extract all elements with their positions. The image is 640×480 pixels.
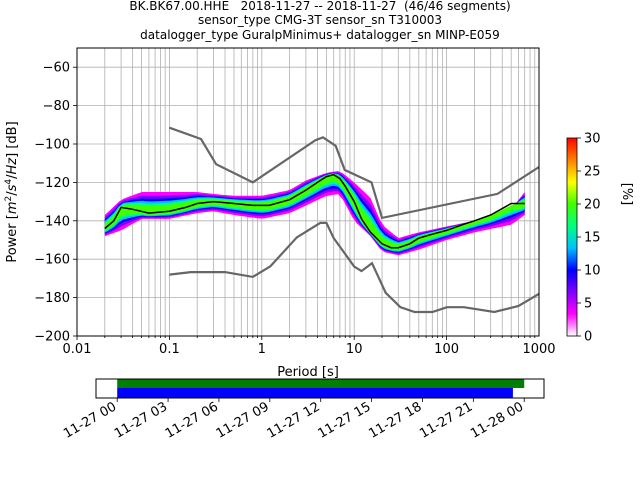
timeline-tick-label: 11-27 15 [315, 399, 373, 441]
y-tick-label: −160 [34, 253, 70, 268]
mode-curve [104, 173, 525, 249]
colorbar: 0 5 10 15 20 25 30 [%] [566, 132, 634, 345]
y-tick-label: −120 [34, 176, 70, 191]
low-noise-model [169, 221, 539, 314]
title-line-1: BK.BK67.00.HHE 2018-11-27 -- 2018-11-27 … [129, 0, 511, 13]
x-tick-label: 1000 [522, 342, 555, 357]
colorbar-tick-label: 10 [584, 264, 601, 279]
density-band-layer-1 [104, 172, 525, 254]
x-tick-label: 0.01 [63, 342, 92, 357]
y-tick-label: −80 [43, 99, 70, 114]
colorbar-tick-label: 0 [584, 330, 592, 345]
timeline-tick-label: 11-27 21 [417, 399, 475, 441]
timeline-tick-label: 11-27 03 [112, 399, 170, 441]
timeline-tick-label: 11-27 18 [366, 399, 424, 441]
coverage-bar-blue [117, 388, 513, 398]
colorbar-tick-label: 5 [584, 297, 592, 312]
colorbar-label: [%] [619, 183, 634, 206]
timeline-tick-label: 11-27 09 [214, 399, 272, 441]
timeline-tick-label: 11-27 12 [265, 399, 323, 441]
coverage-bar-green [117, 379, 525, 388]
plot-frame [76, 47, 540, 337]
title-line-2: sensor_type CMG-3T sensor_sn T310003 [197, 13, 443, 27]
colorbar-gradient [566, 137, 578, 337]
colorbar-tick-label: 15 [584, 231, 601, 246]
colorbar-tick-label: 20 [584, 198, 601, 213]
colorbar-tick-label: 30 [584, 132, 601, 147]
density-band-layer-5 [104, 173, 525, 251]
title-line-3: datalogger_type GuralpMinimus+ datalogge… [140, 28, 500, 42]
x-axis-label: Period [s] [277, 365, 339, 380]
high-noise-model [169, 126, 539, 220]
x-tick-label: 0.1 [159, 342, 180, 357]
colorbar-tick-label: 25 [584, 165, 601, 180]
y-tick-label: −180 [34, 291, 70, 306]
y-tick-label: −60 [43, 61, 70, 76]
timeline-tick-label: 11-28 00 [468, 399, 526, 441]
timeline-frame [95, 378, 545, 399]
x-tick-label: 10 [346, 342, 363, 357]
timeline-tick-label: 11-27 06 [163, 399, 221, 441]
timeline-tick-label: 11-27 00 [61, 399, 119, 441]
x-tick-label: 100 [434, 342, 459, 357]
x-tick-label: 1 [258, 342, 266, 357]
y-tick-label: −100 [34, 138, 70, 153]
y-axis-label: Power [m2/s4/Hz] [dB] [4, 121, 20, 262]
y-tick-label: −200 [34, 330, 70, 345]
y-tick-label: −140 [34, 214, 70, 229]
